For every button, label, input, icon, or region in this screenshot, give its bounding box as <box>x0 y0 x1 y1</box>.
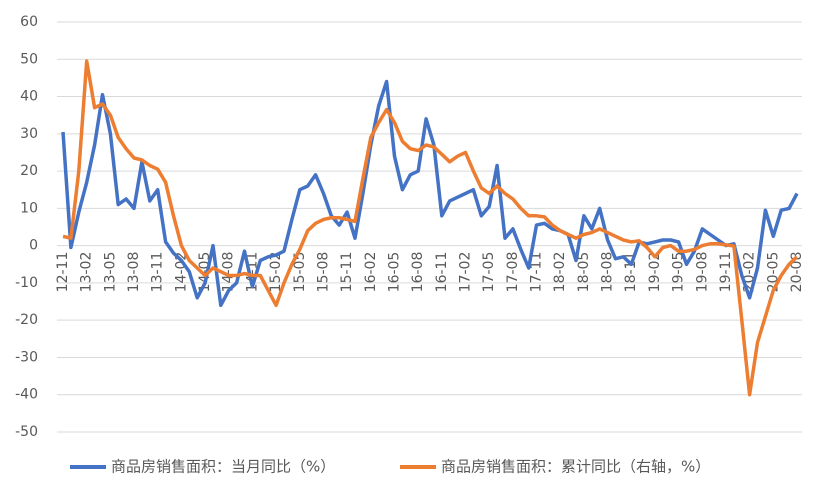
x-tick-label: 17-05 <box>481 252 497 293</box>
y-tick-label: 30 <box>20 126 38 142</box>
x-tick-label: 15-02 <box>268 252 284 293</box>
legend-label: 商品房销售面积：累计同比（右轴，%） <box>441 458 710 476</box>
x-tick-label: 16-11 <box>434 252 450 293</box>
y-tick-label: -20 <box>15 312 38 328</box>
x-tick-label: 18-05 <box>576 252 592 293</box>
y-tick-label: -30 <box>15 349 38 365</box>
series-line <box>61 79 799 308</box>
y-tick-label: -10 <box>15 275 38 291</box>
x-tick-label: 17-08 <box>505 252 521 293</box>
x-tick-label: 19-08 <box>694 252 710 293</box>
x-tick-label: 14-08 <box>221 252 237 293</box>
y-tick-label: 0 <box>29 238 38 254</box>
y-tick-label: 60 <box>20 14 38 30</box>
x-tick-label: 14-02 <box>173 252 189 293</box>
y-tick-label: 10 <box>20 200 38 216</box>
x-tick-label: 13-02 <box>79 252 95 293</box>
x-tick-label: 16-08 <box>410 252 426 293</box>
series-line <box>62 59 799 397</box>
x-tick-label: 19-05 <box>671 252 687 293</box>
x-tick-label: 16-02 <box>363 252 379 293</box>
x-tick-label: 18-08 <box>600 252 616 293</box>
x-tick-label: 12-11 <box>55 252 71 293</box>
x-tick-label: 17-02 <box>458 252 474 293</box>
x-tick-label: 19-11 <box>718 252 734 293</box>
y-tick-label: -40 <box>15 387 38 403</box>
y-tick-label: -50 <box>15 424 38 440</box>
x-tick-label: 20-05 <box>765 252 781 293</box>
x-tick-label: 18-02 <box>552 252 568 293</box>
y-tick-label: 50 <box>20 51 38 67</box>
x-tick-label: 15-08 <box>315 252 331 293</box>
x-tick-label: 19-02 <box>647 252 663 293</box>
x-tick-label: 13-11 <box>150 252 166 293</box>
x-tick-label: 17-11 <box>529 252 545 293</box>
x-tick-label: 16-05 <box>386 252 402 293</box>
y-tick-label: 20 <box>20 163 38 179</box>
y-tick-label: 40 <box>20 89 38 105</box>
x-tick-label: 15-05 <box>292 252 308 293</box>
x-tick-label: 13-05 <box>102 252 118 293</box>
x-tick-label: 15-11 <box>339 252 355 293</box>
legend-label: 商品房销售面积：当月同比（%） <box>111 458 335 476</box>
x-tick-label: 13-08 <box>126 252 142 293</box>
